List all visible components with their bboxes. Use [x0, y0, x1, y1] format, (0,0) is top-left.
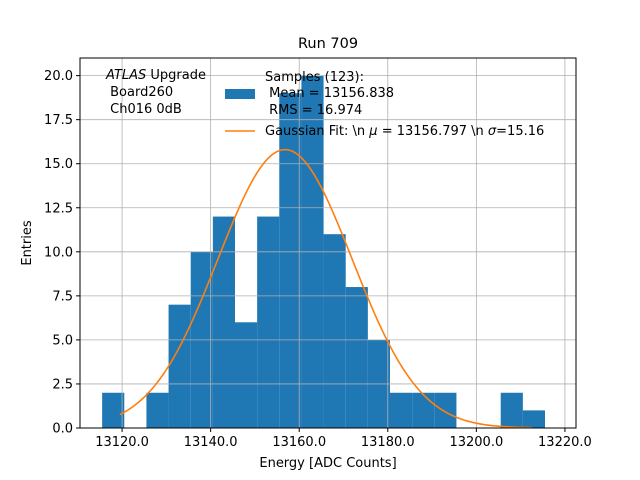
y-tick-label: 2.5	[52, 377, 73, 392]
histogram-bar	[412, 392, 435, 428]
fit-sigma-text: =15.16	[496, 124, 544, 139]
legend-fit-label: Gaussian Fit: \n μ = 13156.797 \n σ=15.1…	[265, 124, 544, 139]
board-label: Board260	[106, 85, 173, 100]
histogram-bar	[323, 234, 346, 428]
histogram-bar	[434, 392, 457, 428]
fit-mu-text: = 13156.797 \n	[378, 124, 488, 139]
gaussian-fit	[119, 148, 532, 429]
histogram-bar	[257, 216, 280, 428]
legend-histogram-line-2: Mean = 13156.838	[265, 86, 394, 101]
x-tick-label: 13180.0	[361, 435, 415, 450]
y-tick-label: 5.0	[52, 333, 73, 348]
histogram-bar	[212, 216, 235, 428]
y-tick-label: 7.5	[52, 289, 73, 304]
chart-title: Run 709	[298, 36, 358, 52]
y-axis-label: Entries	[20, 220, 35, 266]
atlas-label: ATLAS Upgrade	[105, 68, 206, 83]
x-axis-ticks: 13120.0 13140.0 13160.0 13180.0 13200.0 13220…	[95, 428, 592, 450]
atlas-italic: ATLAS	[105, 68, 146, 83]
histogram-bar	[146, 392, 169, 428]
atlas-upgrade: Upgrade	[146, 68, 206, 83]
y-tick-label: 0.0	[52, 422, 73, 437]
channel-label: Ch016 0dB	[106, 102, 182, 117]
legend: Samples (123): Mean = 13156.838 RMS = 16…	[225, 70, 544, 139]
y-tick-label: 17.5	[44, 113, 73, 128]
histogram-bar	[345, 287, 368, 428]
histogram-bar	[522, 410, 545, 428]
y-tick-label: 15.0	[44, 157, 73, 172]
histogram-bar	[102, 392, 125, 428]
y-tick-label: 10.0	[44, 245, 73, 260]
histogram-bar	[390, 392, 413, 428]
atlas-annotation: ATLAS Upgrade Board260 Ch016 0dB	[105, 68, 206, 117]
plot-frame	[79, 57, 577, 429]
x-tick-label: 13200.0	[449, 435, 503, 450]
fit-sigma-symbol: σ	[488, 124, 497, 139]
histogram-bar	[168, 304, 191, 428]
y-axis-ticks: 0.0 2.5 5.0 7.5 10.0 12.5 15.0 17.5 20.0	[44, 69, 80, 437]
x-tick-label: 13220.0	[538, 435, 592, 450]
legend-histogram-line-3: RMS = 16.974	[265, 103, 362, 118]
y-tick-label: 20.0	[44, 69, 73, 84]
fit-mu-symbol: μ	[368, 124, 377, 139]
y-tick-label: 12.5	[44, 201, 73, 216]
fit-curve	[119, 148, 532, 429]
x-tick-label: 13140.0	[184, 435, 238, 450]
legend-histogram-swatch	[225, 89, 255, 99]
histogram-bar	[500, 392, 523, 428]
histogram-bar	[279, 93, 302, 428]
histogram-bar	[235, 322, 258, 428]
fit-label-prefix: Gaussian Fit: \n	[265, 124, 369, 139]
x-tick-label: 13120.0	[95, 435, 149, 450]
x-axis-label: Energy [ADC Counts]	[259, 456, 396, 471]
x-tick-label: 13160.0	[272, 435, 326, 450]
legend-histogram-line-1: Samples (123):	[265, 70, 364, 85]
